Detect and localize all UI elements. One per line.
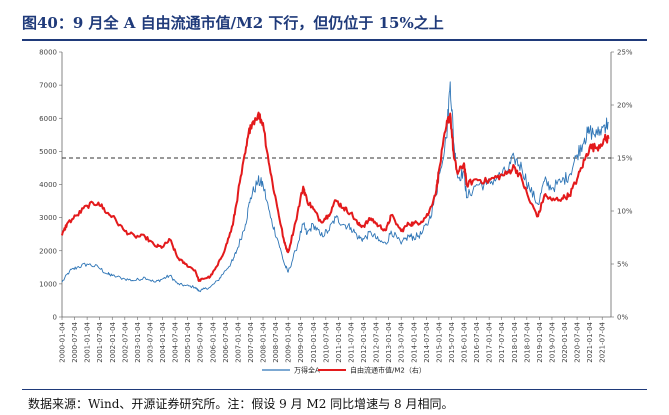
left-tick-label: 6000 xyxy=(39,115,57,123)
x-tick-label: 2002-07-04 xyxy=(121,321,129,362)
x-tick-label: 2009-01-04 xyxy=(285,321,293,362)
right-tick-label: 25% xyxy=(617,49,633,57)
x-tick-label: 2020-01-04 xyxy=(561,321,569,362)
x-tick-label: 2017-01-04 xyxy=(486,321,494,362)
x-tick-label: 2006-01-04 xyxy=(209,321,217,362)
chart-legend: 万得全A 自由流通市值/M2（右） xyxy=(262,366,426,375)
x-tick-label: 2012-01-04 xyxy=(360,321,368,362)
right-tick-label: 20% xyxy=(617,102,633,110)
right-tick-label: 15% xyxy=(617,155,633,163)
x-tick-label: 2016-01-04 xyxy=(461,321,469,362)
x-tick-label: 2019-07-04 xyxy=(548,321,556,362)
x-tick-label: 2021-01-04 xyxy=(586,321,594,362)
x-tick-label: 2017-07-04 xyxy=(498,321,506,362)
series-layer xyxy=(61,81,610,293)
x-tick-label: 2000-07-04 xyxy=(71,321,79,362)
legend-label-wind-a: 万得全A xyxy=(294,366,320,375)
x-tick-label: 2000-01-04 xyxy=(59,321,67,362)
right-tick-label: 0% xyxy=(617,314,628,322)
x-tick-label: 2003-07-04 xyxy=(146,321,154,362)
x-tick-label: 2005-07-04 xyxy=(197,321,205,362)
left-tick-label: 3000 xyxy=(39,214,57,222)
left-tick-label: 4000 xyxy=(39,181,57,189)
x-tick-label: 2007-01-04 xyxy=(234,321,242,362)
x-tick-label: 2012-07-04 xyxy=(373,321,381,362)
x-tick-label: 2001-01-04 xyxy=(84,321,92,362)
x-tick-label: 2008-01-04 xyxy=(260,321,268,362)
x-tick-label: 2002-01-04 xyxy=(109,321,117,362)
left-tick-label: 5000 xyxy=(39,148,57,156)
legend-label-ratio: 自由流通市值/M2（右） xyxy=(350,366,426,375)
x-tick-label: 2004-07-04 xyxy=(172,321,180,362)
x-tick-label: 2003-01-04 xyxy=(134,321,142,362)
x-tick-label: 2001-07-04 xyxy=(96,321,104,362)
x-tick-label: 2011-01-04 xyxy=(335,321,343,362)
left-tick-label: 0 xyxy=(53,314,57,322)
left-tick-label: 1000 xyxy=(39,280,57,288)
x-tick-label: 2010-07-04 xyxy=(322,321,330,362)
x-tick-label: 2020-07-04 xyxy=(574,321,582,362)
x-tick-label: 2011-07-04 xyxy=(347,321,355,362)
x-tick-label: 2010-01-04 xyxy=(310,321,318,362)
left-tick-label: 8000 xyxy=(39,49,57,57)
x-tick-label: 2018-07-04 xyxy=(523,321,531,362)
x-tick-label: 2013-01-04 xyxy=(385,321,393,362)
x-axis-ticks: 2000-01-04 2000-07-04 2001-01-04 2001-07-04… xyxy=(59,317,607,363)
left-tick-label: 7000 xyxy=(39,82,57,90)
x-tick-label: 2005-01-04 xyxy=(184,321,192,362)
x-tick-label: 2006-07-04 xyxy=(222,321,230,362)
right-tick-label: 5% xyxy=(617,261,628,269)
x-tick-label: 2018-01-04 xyxy=(511,321,519,362)
x-tick-label: 2004-01-04 xyxy=(159,321,167,362)
x-tick-label: 2007-07-04 xyxy=(247,321,255,362)
x-tick-label: 2015-01-04 xyxy=(435,321,443,362)
x-tick-label: 2016-07-04 xyxy=(473,321,481,362)
right-tick-label: 10% xyxy=(617,208,633,216)
left-tick-label: 2000 xyxy=(39,247,57,255)
x-tick-label: 2019-01-04 xyxy=(536,321,544,362)
x-tick-label: 2009-07-04 xyxy=(297,321,305,362)
x-tick-label: 2014-01-04 xyxy=(410,321,418,362)
title-divider xyxy=(22,39,647,41)
x-tick-label: 2014-07-04 xyxy=(423,321,431,362)
footer-divider xyxy=(22,389,647,390)
x-tick-label: 2013-07-04 xyxy=(398,321,406,362)
x-tick-label: 2015-07-04 xyxy=(448,321,456,362)
x-tick-label: 2021-07-04 xyxy=(599,321,607,362)
x-tick-label: 2008-07-04 xyxy=(272,321,280,362)
left-axis-ticks: 0 1000 2000 3000 4000 5000 6000 7000 8000 xyxy=(39,49,62,322)
line-chart: 2000-01-04 2000-07-04 2001-01-04 2001-07-04… xyxy=(39,49,633,375)
series-line-wind-a xyxy=(61,81,609,293)
series-line-ratio xyxy=(61,111,610,282)
right-axis-ticks: 0% 5% 10% 15% 20% 25% xyxy=(611,49,633,322)
source-note: 数据来源：Wind、开源证券研究所。注：假设 9 月 M2 同比增速与 8 月相… xyxy=(28,397,454,411)
chart-title: 图40：9 月全 A 自由流通市值/M2 下行，但仍位于 15%之上 xyxy=(22,14,444,32)
